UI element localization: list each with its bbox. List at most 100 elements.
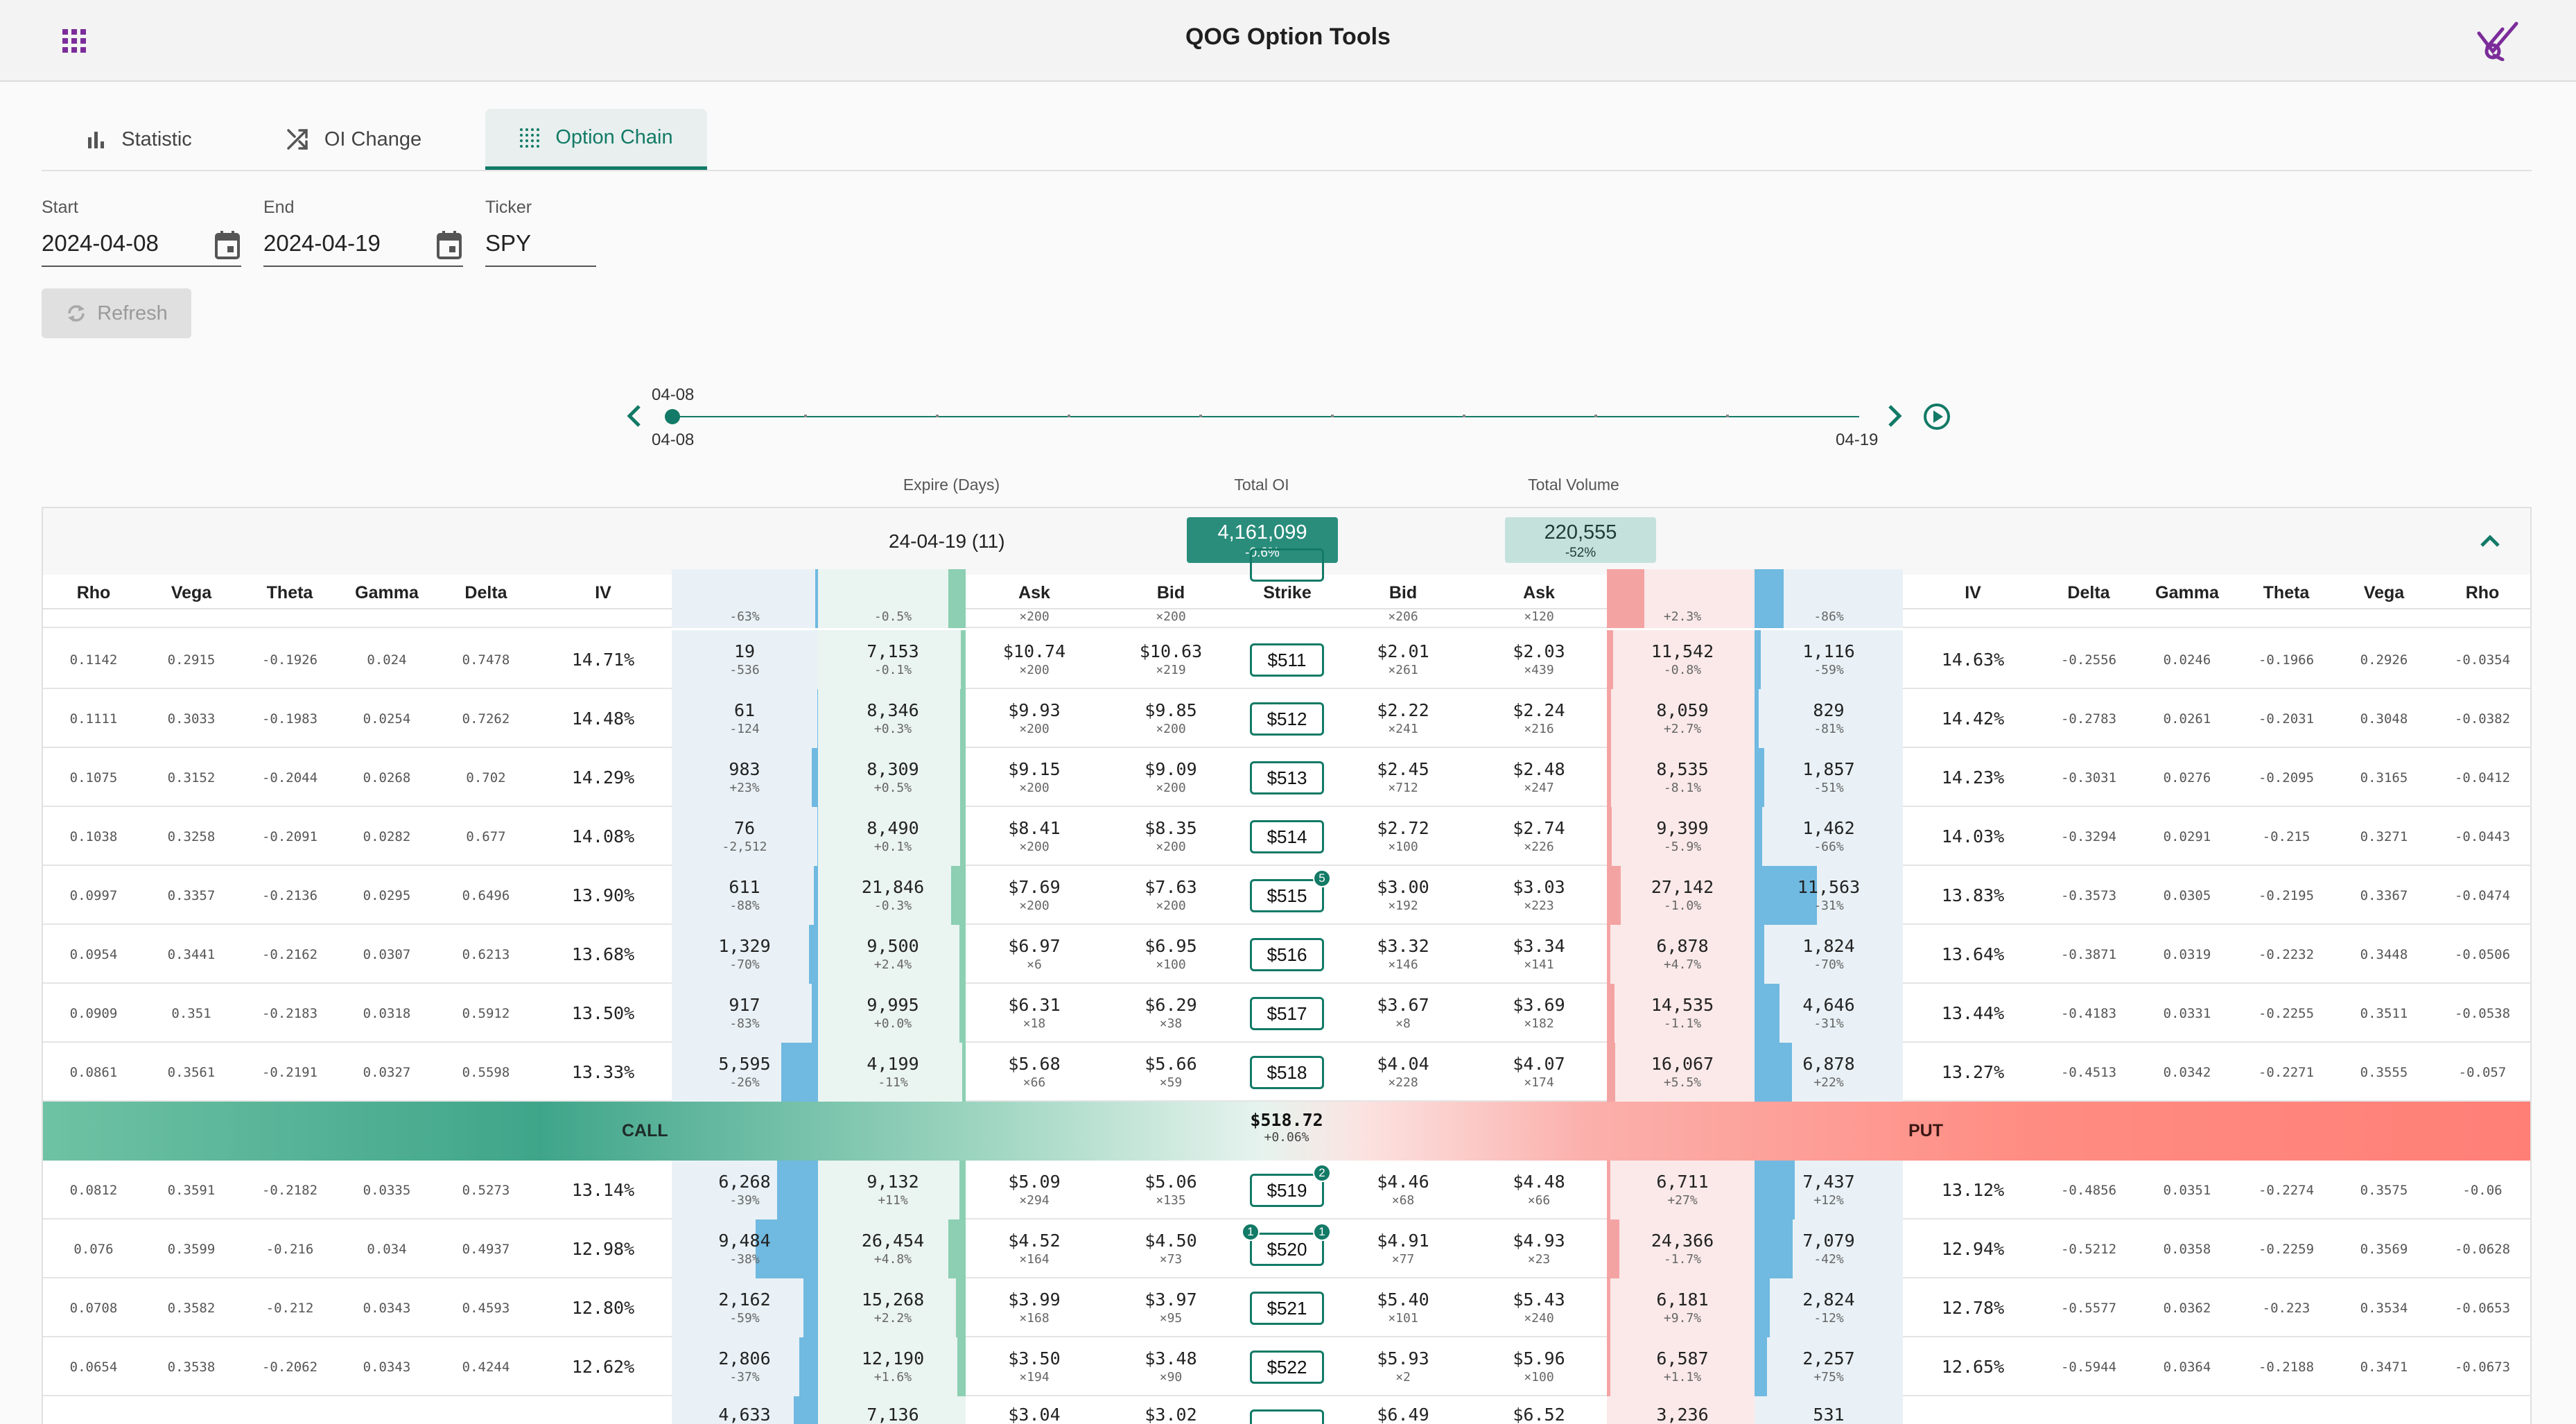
strike-button[interactable] [1250, 548, 1324, 582]
chevron-right-icon[interactable] [1884, 402, 1905, 430]
chain-row[interactable]: 0.1142 0.2915 -0.1926 0.024 0.7478 14.71% 19 -5… [43, 630, 2530, 689]
column-header[interactable]: Theta [2263, 583, 2310, 602]
put-rho-value: -0.0506 [2454, 946, 2511, 962]
column-header[interactable]: Bid [1156, 583, 1185, 602]
partial-sub: ×200 [1156, 609, 1186, 624]
put-rho: -0.0628 [2455, 1219, 2510, 1278]
calendar-icon[interactable] [435, 230, 463, 259]
put-volume-sub: -31% [1813, 1016, 1844, 1031]
chain-row[interactable]: 0.0654 0.3538 -0.2062 0.0343 0.4244 12.62% 2,8… [43, 1337, 2530, 1396]
chain-row-partial[interactable]: 4,633 7,136 $3.04 $3.02 $6.49 $6.52 3,236 531 [43, 1396, 2530, 1424]
chain-row[interactable]: 0.0861 0.3561 -0.2191 0.0327 0.5598 13.33% 5,5… [43, 1043, 2530, 1102]
strike-button[interactable]: $522 [1250, 1351, 1324, 1384]
put-iv-value: 12.65% [1941, 1357, 2005, 1377]
put-oi-sub: +4.7% [1663, 957, 1702, 972]
column-header[interactable]: Strike [1263, 583, 1312, 602]
calendar-icon[interactable] [214, 230, 241, 259]
call-rho: 0.0954 [70, 925, 118, 984]
call-ask: $8.41 ×200 [1008, 807, 1060, 866]
chain-row[interactable]: 0.0708 0.3582 -0.212 0.0343 0.4593 12.80% 2,16… [43, 1278, 2530, 1337]
apps-grid-icon[interactable] [61, 28, 87, 54]
chain-row[interactable]: 0.0954 0.3441 -0.2162 0.0307 0.6213 13.68% 1,3… [43, 925, 2530, 984]
strike-button[interactable]: $513 [1250, 761, 1324, 795]
strike-button[interactable]: $521 [1250, 1292, 1324, 1325]
call-volume-bg [672, 630, 818, 689]
strike-button[interactable]: $511 [1250, 643, 1324, 677]
expiry-summary-row[interactable]: 24-04-19 (11) 4,161,099 -0.6% 220,555 -5… [43, 508, 2530, 575]
strike-button[interactable]: $520 [1250, 1233, 1324, 1266]
column-header[interactable]: Gamma [2155, 583, 2219, 602]
column-header[interactable]: Rho [2465, 583, 2500, 602]
column-header[interactable]: Theta [266, 583, 313, 602]
column-header[interactable]: IV [595, 583, 611, 602]
strike-button[interactable]: $517 [1250, 997, 1324, 1030]
column-header[interactable]: IV [1965, 583, 1981, 602]
tab-oi-change[interactable]: OI Change [250, 109, 458, 170]
chain-row[interactable]: 0.1111 0.3033 -0.1983 0.0254 0.7262 14.48% 61-… [43, 689, 2530, 748]
call-oi-bar [948, 569, 966, 628]
tab-option-chain[interactable]: Option Chain [485, 109, 707, 170]
call-gamma: 0.0282 [363, 807, 411, 866]
put-oi-value: 9,399 [1656, 817, 1709, 838]
put-ask-value: $5.43 [1513, 1289, 1565, 1310]
partial-main: 3,236 [1656, 1405, 1709, 1424]
end-date-field[interactable]: End 2024-04-19 [263, 198, 463, 267]
strike-button[interactable]: $518 [1250, 1056, 1324, 1089]
slider-thumb[interactable] [665, 409, 680, 424]
play-icon[interactable] [1922, 402, 1951, 431]
call-ask-sub: ×200 [1019, 721, 1050, 736]
put-theta: -0.2255 [2259, 984, 2314, 1043]
tab-label: OI Change [324, 128, 422, 150]
qog-logo-icon[interactable] [2475, 19, 2521, 61]
put-volume-bg [1755, 630, 1903, 689]
strike-button[interactable] [1250, 1409, 1324, 1424]
chain-row[interactable]: 0.0909 0.351 -0.2183 0.0318 0.5912 13.50% 917-… [43, 984, 2530, 1043]
chain-row-partial[interactable]: -63% -0.5% ×200 ×200 ×206 ×120 +2.3% -86% [43, 548, 2530, 628]
chain-row[interactable]: 0.1075 0.3152 -0.2044 0.0268 0.702 14.29% 983 +… [43, 748, 2530, 807]
tab-statistic[interactable]: Statistic [42, 109, 236, 170]
strike-button[interactable]: $514 [1250, 820, 1324, 853]
put-bid-value: $2.22 [1377, 700, 1429, 720]
call-theta: -0.2062 [262, 1337, 317, 1396]
column-header[interactable]: Ask [1523, 583, 1555, 602]
put-volume-bg [1755, 689, 1903, 748]
ticker-input[interactable]: SPY [485, 230, 532, 256]
strike-button[interactable]: $519 [1250, 1174, 1324, 1207]
column-header[interactable]: Gamma [355, 583, 419, 602]
put-theta: -0.215 [2263, 807, 2310, 866]
chain-row[interactable]: 0.0812 0.3591 -0.2182 0.0335 0.5273 13.14% 6,2… [43, 1161, 2530, 1219]
partial-main: $6.52 [1513, 1405, 1565, 1424]
ticker-field[interactable]: Ticker SPY [485, 198, 596, 267]
strike-button[interactable]: $516 [1250, 938, 1324, 971]
strike-button[interactable]: $512 [1250, 702, 1324, 736]
put-oi-sub: -1.7% [1663, 1251, 1702, 1267]
chain-row[interactable]: 0.0997 0.3357 -0.2136 0.0295 0.6496 13.90% 611… [43, 866, 2530, 925]
refresh-button[interactable]: Refresh [42, 288, 191, 338]
put-rho-value: -0.06 [2462, 1182, 2503, 1198]
put-vega-value: 0.3448 [2360, 946, 2408, 962]
end-date-input[interactable]: 2024-04-19 [263, 230, 381, 256]
put-iv-value: 13.64% [1941, 944, 2005, 964]
column-header[interactable]: Delta [2067, 583, 2110, 602]
column-header[interactable]: Delta [464, 583, 507, 602]
column-header[interactable]: Bid [1389, 583, 1418, 602]
chain-row[interactable]: 0.1038 0.3258 -0.2091 0.0282 0.677 14.08% 76 -2… [43, 807, 2530, 866]
strike-button[interactable]: $515 [1250, 879, 1324, 912]
slider-track[interactable] [672, 416, 1859, 417]
call-ask: $5.68 ×66 [1008, 1043, 1060, 1102]
call-oi: 9,995 +0.0% [867, 984, 919, 1043]
start-date-field[interactable]: Start 2024-04-08 [42, 198, 241, 267]
put-theta: -0.2271 [2259, 1043, 2314, 1102]
column-header[interactable]: Rho [76, 583, 111, 602]
column-header[interactable]: Ask [1018, 583, 1050, 602]
chevron-up-icon[interactable] [2476, 528, 2504, 555]
start-date-input[interactable]: 2024-04-08 [42, 230, 159, 256]
column-header[interactable]: Vega [171, 583, 212, 602]
call-bid-sub: ×59 [1159, 1075, 1183, 1090]
call-delta: 0.7478 [462, 630, 510, 689]
chevron-left-icon[interactable] [624, 402, 645, 430]
chain-row[interactable]: 0.076 0.3599 -0.216 0.034 0.4937 12.98% 9,484-… [43, 1219, 2530, 1278]
column-header[interactable]: Vega [2363, 583, 2405, 602]
put-theta: -0.2195 [2259, 866, 2314, 925]
put-ask-sub: ×66 [1527, 1192, 1551, 1208]
